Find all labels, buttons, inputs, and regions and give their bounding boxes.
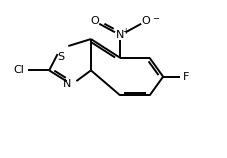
Text: Cl: Cl	[13, 65, 24, 75]
Text: N: N	[116, 30, 124, 40]
Text: O: O	[142, 16, 151, 26]
Text: N: N	[63, 79, 72, 89]
Text: +: +	[123, 27, 129, 36]
Text: O: O	[90, 16, 99, 26]
Text: S: S	[57, 52, 64, 62]
Text: −: −	[152, 14, 159, 23]
Text: F: F	[183, 72, 189, 82]
